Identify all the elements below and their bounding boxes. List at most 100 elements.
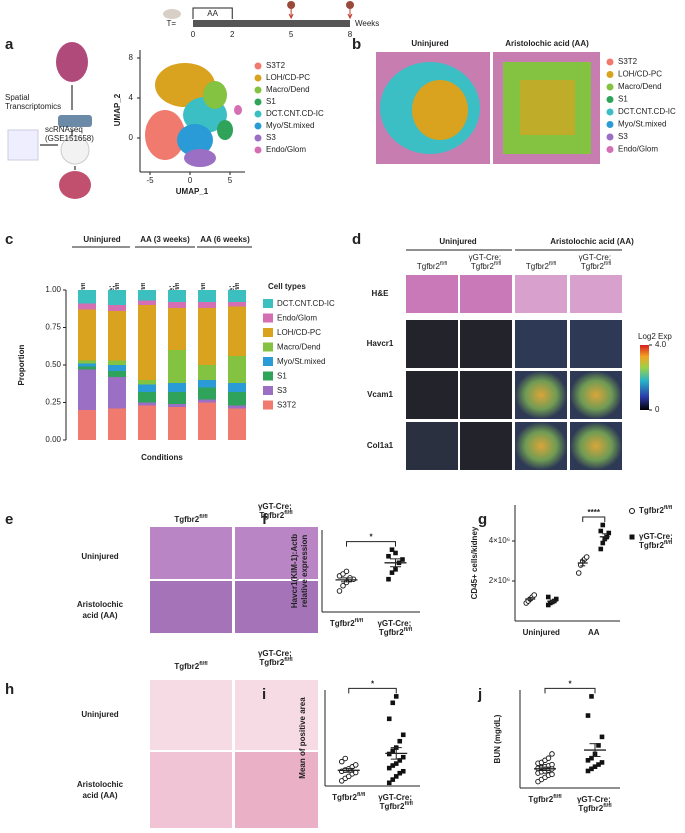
data-point	[386, 716, 392, 722]
bar-segment	[78, 363, 96, 367]
umap-y-label: UMAP_2	[113, 93, 122, 126]
bar-segment	[228, 408, 246, 440]
row-label: H&E	[372, 289, 390, 298]
legend-label: Tgfbr2fl/fl	[639, 505, 673, 515]
column-title: Uninjured	[411, 39, 448, 48]
week-label: 5	[289, 30, 294, 39]
bar-segment	[78, 369, 96, 410]
legend-label: Endo/Glom	[266, 145, 306, 154]
tissue-image	[520, 80, 575, 135]
legend-label: Myo/St.mixed	[266, 121, 314, 130]
bar-segment	[138, 305, 156, 380]
legend-label: S3	[618, 132, 628, 141]
significance-label: *	[568, 680, 572, 689]
bar-segment	[198, 380, 216, 388]
legend-swatch	[254, 74, 262, 82]
legend-label: S3T2	[618, 57, 638, 66]
data-point	[340, 583, 346, 589]
legend-swatch	[629, 534, 635, 540]
y-tick-label: 0.00	[45, 435, 61, 444]
data-point	[599, 760, 605, 765]
y-axis-label: Proportion	[17, 344, 26, 385]
umap-tick-label: -5	[146, 176, 154, 185]
data-point	[397, 770, 403, 776]
legend-label: γGT-Cre; Tgfbr2fl/fl	[639, 532, 675, 550]
data-point	[386, 765, 392, 771]
legend-swatch	[263, 371, 273, 381]
data-point	[400, 768, 406, 774]
data-point	[589, 755, 594, 761]
x-tick-label: γGT-Cre; Tgfbr2fl/fl	[378, 793, 414, 811]
x-tick-label: Tgfbr2fl/fl	[330, 618, 364, 628]
treatment-bracket	[192, 7, 233, 19]
slide-icon	[58, 115, 92, 127]
week-label: 2	[230, 30, 235, 39]
y-tick-label: 0.75	[45, 323, 61, 332]
arrow	[40, 85, 76, 170]
x-tick-label: Tgfbr2fl/fl	[332, 792, 366, 802]
week-label: 0	[191, 30, 196, 39]
bar-segment	[168, 383, 186, 392]
bar-segment	[198, 290, 216, 302]
y-axis-label: BUN (mg/dL)	[493, 714, 502, 763]
data-point	[589, 766, 594, 772]
legend-swatch	[254, 86, 262, 94]
panel-letter: f	[262, 511, 268, 528]
bar-segment	[78, 290, 96, 304]
significance-bracket	[348, 687, 397, 694]
legend-label: DCT.CNT.CD-IC	[618, 107, 676, 116]
data-point	[531, 592, 537, 598]
panel-letter: e	[5, 511, 13, 528]
umap-tick-label: 0	[188, 176, 193, 185]
scrna-icon	[7, 129, 39, 161]
column-header: γGT-Cre; Tgfbr2fl/fl	[579, 253, 614, 271]
bar-segment	[78, 366, 96, 370]
legend-label: S3T2	[266, 61, 286, 70]
x-tick-label: Uninjured	[523, 628, 560, 637]
bar-segment	[138, 380, 156, 385]
kidney-icon	[59, 171, 91, 199]
legend-title: Cell types	[268, 282, 306, 291]
data-point	[599, 734, 605, 740]
column-header: Tgfbr2fl/fl	[174, 661, 208, 671]
column-header: γGT-Cre; Tgfbr2fl/fl	[469, 253, 504, 271]
x-tick-label: Tgfbr2fl/fl	[528, 794, 562, 804]
data-point	[400, 732, 406, 738]
data-point	[390, 748, 396, 754]
row-label: Uninjured	[81, 552, 118, 561]
legend-swatch	[263, 313, 273, 323]
y-tick-label: 2×10⁶	[489, 576, 510, 585]
panel-letter: g	[478, 511, 487, 528]
x-tick-label: γGT-Cre; Tgfbr2fl/fl	[577, 795, 613, 813]
column-header: γGT-Cre; Tgfbr2fl/fl	[258, 502, 294, 520]
method-label: Spatial	[5, 93, 30, 102]
data-point	[340, 571, 346, 577]
data-point	[553, 596, 559, 602]
data-point	[339, 758, 345, 765]
week-label: 8	[348, 30, 353, 39]
data-point	[386, 780, 392, 786]
data-point	[598, 546, 604, 552]
bar-segment	[108, 311, 126, 361]
legend-swatch	[254, 122, 262, 130]
y-axis-label: CD45+ cells/kidney	[470, 526, 479, 599]
row-label: Uninjured	[81, 710, 118, 719]
colorbar-title: Log2 Exp	[638, 332, 672, 341]
bar-segment	[168, 350, 186, 383]
umap-tick-label: 0	[129, 133, 134, 142]
column-title: Aristolochic acid (AA)	[505, 39, 589, 48]
bar-segment	[198, 302, 216, 308]
panel-letter: c	[5, 231, 13, 248]
legend-label: Endo/Glom	[277, 314, 317, 323]
legend-label: Myo/St.mixed	[277, 357, 325, 366]
y-tick-label: 1.00	[45, 285, 61, 294]
data-point	[393, 567, 398, 572]
legend-label: Macro/Dend	[277, 343, 321, 352]
bar-segment	[198, 399, 216, 403]
legend-label: DCT.CNT.CD-IC	[277, 299, 335, 308]
legend-swatch	[606, 108, 614, 116]
umap-tick-label: 4	[129, 93, 134, 102]
y-tick-label: 0.50	[45, 360, 61, 369]
data-point	[545, 755, 552, 761]
